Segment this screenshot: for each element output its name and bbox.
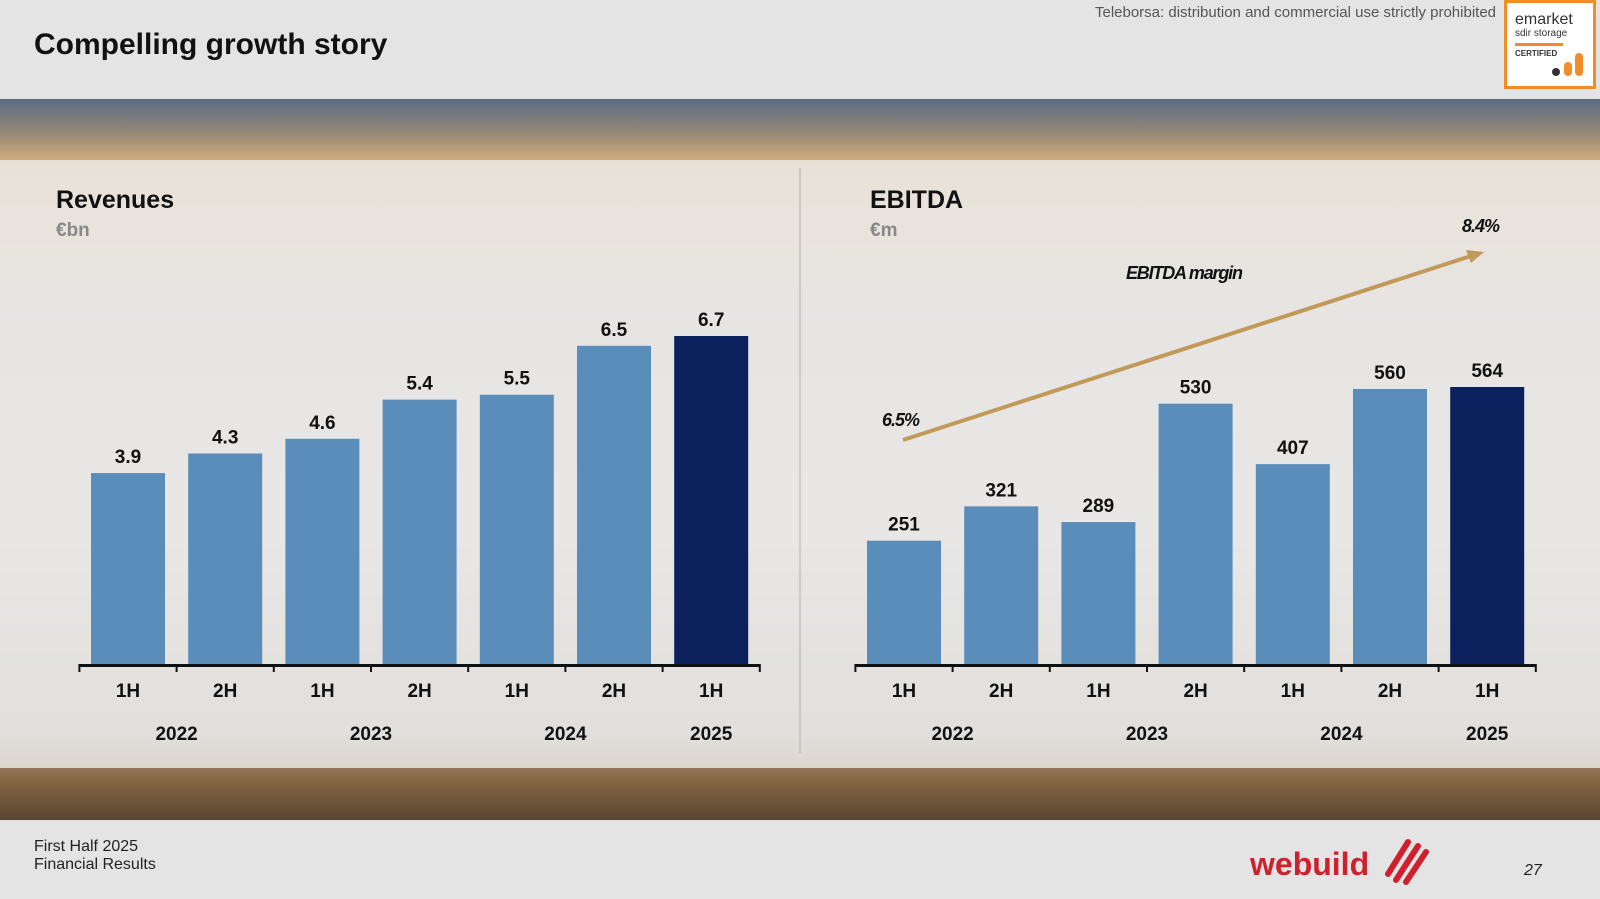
revenues-data-label: 3.9: [115, 447, 141, 468]
revenues-data-label: 4.6: [309, 413, 335, 434]
ebitda-category-label: 2H: [989, 681, 1013, 702]
ebitda-data-label: 251: [888, 515, 920, 536]
revenues-year-label: 2024: [544, 724, 587, 745]
page-title: Compelling growth story: [34, 28, 388, 61]
ebitda-bar: [1255, 464, 1330, 664]
ebitda-bar: [964, 506, 1039, 664]
ebitda-year-label: 2023: [1126, 724, 1168, 745]
revenues-bar: [91, 473, 165, 664]
revenues-data-label: 5.4: [406, 374, 433, 395]
ebitda-margin-label: EBITDA margin: [1126, 263, 1243, 283]
ebitda-bars: 251 1H 321 2H 289 1H 530 2H 407 1H 560 2H 564 1H: [867, 361, 1525, 702]
badge-line-3: CERTIFIED: [1515, 49, 1558, 58]
badge-line-2: sdir storage: [1515, 28, 1568, 39]
ebitda-year-label: 2024: [1320, 724, 1363, 745]
revenues-year-label: 2023: [350, 724, 392, 745]
badge-dots-icon: [1552, 53, 1583, 76]
ebitda-data-label: 560: [1374, 363, 1406, 384]
ebitda-category-label: 1H: [1281, 681, 1305, 702]
footer-band: [0, 820, 1600, 899]
footer-period: First Half 2025: [34, 838, 139, 855]
revenues-category-label: 1H: [699, 681, 723, 702]
revenues-year-label: 2025: [690, 724, 733, 745]
ebitda-category-label: 2H: [1183, 681, 1207, 702]
disclaimer-text: Teleborsa: distribution and commercial u…: [1094, 4, 1496, 21]
revenues-category-label: 2H: [602, 681, 626, 702]
ebitda-chart-title: EBITDA: [870, 186, 964, 214]
revenues-category-label: 1H: [116, 681, 140, 702]
revenues-bar: [188, 453, 263, 664]
revenues-data-label: 6.5: [601, 320, 628, 341]
revenues-category-label: 1H: [310, 681, 334, 702]
ebitda-chart-unit: €m: [870, 220, 898, 241]
ebitda-margin-start-label: 6.5%: [882, 410, 920, 430]
header-band: [0, 0, 1600, 99]
ebitda-data-label: 289: [1083, 496, 1115, 517]
badge-line-1: emarket: [1515, 11, 1573, 28]
webuild-stripes-icon: [1385, 839, 1429, 885]
revenues-bar: [479, 394, 554, 664]
ebitda-data-label: 321: [985, 480, 1017, 501]
revenues-year-label: 2022: [155, 724, 197, 745]
revenues-bar: [674, 336, 749, 664]
revenues-bars: 3.9 1H 4.3 2H 4.6 1H 5.4 2H 5.5 1H 6.5 2H 6.7 1H: [91, 310, 749, 702]
ebitda-bar: [1158, 403, 1233, 664]
ebitda-bar: [1450, 387, 1525, 664]
revenues-category-label: 1H: [505, 681, 529, 702]
revenues-chart-unit: €bn: [56, 220, 90, 241]
ebitda-data-label: 407: [1277, 438, 1309, 459]
revenues-bar: [382, 399, 457, 664]
panel-divider: [799, 168, 801, 753]
ebitda-margin-end-label: 8.4%: [1462, 216, 1500, 236]
ebitda-year-label: 2022: [931, 724, 973, 745]
webuild-logo: webuild: [1250, 832, 1435, 888]
ebitda-bar: [1061, 522, 1136, 664]
ebitda-bar: [1353, 388, 1427, 664]
ebitda-category-label: 1H: [1475, 681, 1499, 702]
revenues-bar: [285, 438, 360, 664]
revenues-chart-title: Revenues: [56, 186, 175, 214]
ebitda-year-label: 2025: [1466, 724, 1509, 745]
revenues-data-label: 6.7: [698, 310, 724, 331]
revenues-category-label: 2H: [407, 681, 431, 702]
ebitda-category-label: 1H: [892, 681, 916, 702]
revenues-category-label: 2H: [213, 681, 237, 702]
ebitda-margin-arrowhead: [1466, 250, 1484, 263]
ebitda-category-label: 1H: [1086, 681, 1110, 702]
revenues-bar: [577, 345, 651, 664]
revenues-data-label: 4.3: [212, 427, 238, 448]
footer-document: Financial Results: [34, 856, 156, 873]
revenues-data-label: 5.5: [504, 369, 531, 390]
ebitda-data-label: 530: [1180, 378, 1212, 399]
ebitda-category-label: 2H: [1378, 681, 1402, 702]
ebitda-bar: [867, 540, 941, 664]
page-number: 27: [1524, 862, 1542, 879]
webuild-logo-text: webuild: [1250, 846, 1370, 882]
ebitda-data-label: 564: [1471, 361, 1503, 382]
ebitda-margin-arrow: [902, 253, 1475, 442]
emarket-certified-badge: emarket sdir storage CERTIFIED: [1504, 0, 1596, 89]
badge-rule: [1515, 43, 1563, 46]
